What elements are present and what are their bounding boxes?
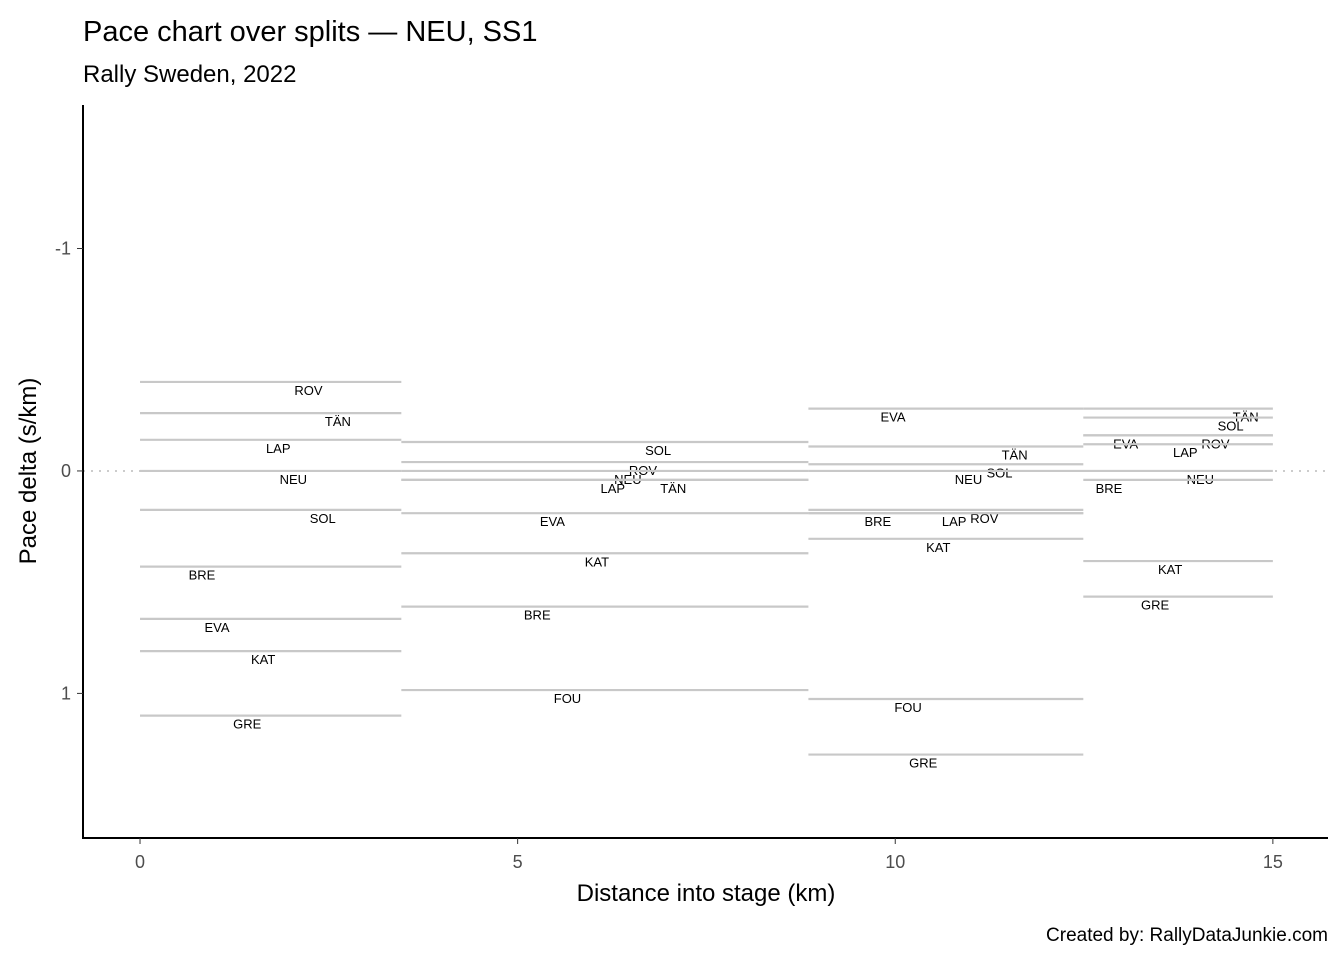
driver-label: KAT <box>926 540 950 555</box>
driver-label: SOL <box>310 511 336 526</box>
driver-label: TÄN <box>1002 447 1028 462</box>
x-tick-label: 15 <box>1263 852 1283 872</box>
chart-title: Pace chart over splits — NEU, SS1 <box>83 16 538 48</box>
driver-label: TÄN <box>325 414 351 429</box>
driver-label: KAT <box>585 554 609 569</box>
axis-ticks: 0 5 10 15 -1 0 1 <box>55 238 1283 872</box>
x-tick-label: 10 <box>885 852 905 872</box>
driver-label: GRE <box>1141 598 1170 613</box>
y-axis-title: Pace delta (s/km) <box>15 378 42 565</box>
driver-label: FOU <box>554 691 581 706</box>
driver-label: ROV <box>294 383 323 398</box>
driver-label: EVA <box>540 514 565 529</box>
driver-label: EVA <box>880 410 905 425</box>
driver-label: BRE <box>524 608 551 623</box>
driver-label: BRE <box>865 514 892 529</box>
driver-label: KAT <box>251 652 275 667</box>
driver-label: GRE <box>909 756 938 771</box>
plot-area: ROV TÄN LAP NEU SOL BRE EVA KAT GRE SOL ROV NEU LAP T… <box>83 380 1328 771</box>
driver-label: LAP <box>601 481 626 496</box>
driver-label: BRE <box>189 568 216 583</box>
y-tick-label: 0 <box>61 461 71 481</box>
driver-label: FOU <box>894 700 921 715</box>
driver-label: LAP <box>1173 445 1198 460</box>
driver-label: SOL <box>1218 419 1244 434</box>
chart-caption: Created by: RallyDataJunkie.com <box>1046 925 1328 946</box>
driver-label: KAT <box>1158 562 1182 577</box>
driver-label: TÄN <box>660 481 686 496</box>
driver-label: SOL <box>645 443 671 458</box>
driver-label: NEU <box>280 472 307 487</box>
y-tick-label: -1 <box>55 238 71 258</box>
driver-label: GRE <box>233 717 262 732</box>
y-tick-label: 1 <box>61 683 71 703</box>
x-tick-label: 0 <box>135 852 145 872</box>
driver-label: LAP <box>942 514 967 529</box>
x-axis-title: Distance into stage (km) <box>577 880 836 907</box>
chart-subtitle: Rally Sweden, 2022 <box>83 61 296 88</box>
driver-label: NEU <box>955 472 982 487</box>
driver-label: LAP <box>266 441 291 456</box>
driver-label: EVA <box>205 620 230 635</box>
driver-label: BRE <box>1096 481 1123 496</box>
x-tick-label: 5 <box>513 852 523 872</box>
driver-label: SOL <box>986 465 1012 480</box>
driver-label: ROV <box>970 511 999 526</box>
